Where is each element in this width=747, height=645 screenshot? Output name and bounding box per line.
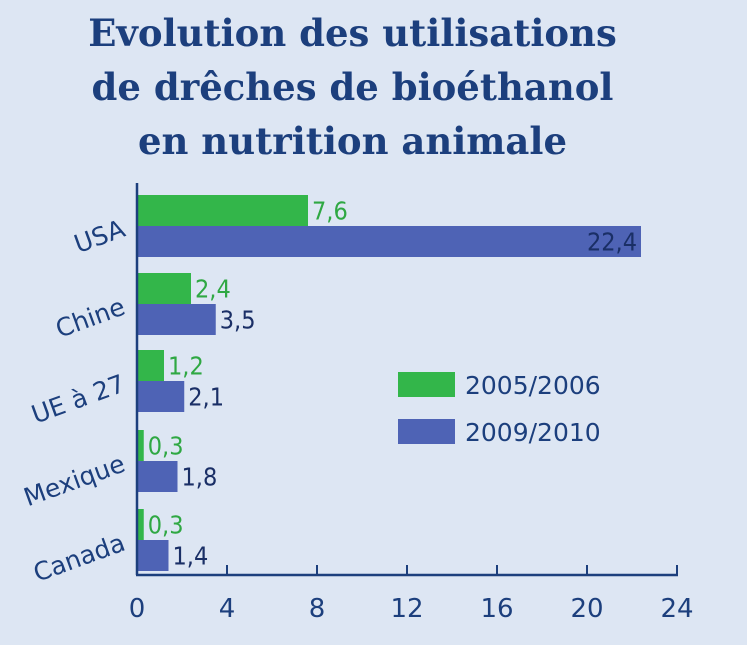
x-tick-label: 12 <box>390 594 423 624</box>
x-tick-label: 4 <box>219 594 236 624</box>
chart-title-line-2: de drêches de bioéthanol <box>91 65 614 109</box>
x-tick-label: 8 <box>309 594 326 624</box>
data-label: 2,4 <box>195 275 231 304</box>
data-label: 1,4 <box>173 542 209 571</box>
bar-series1 <box>137 195 308 226</box>
x-tick-label: 20 <box>570 594 603 624</box>
chart-title: Evolution des utilisations de drêches de… <box>0 6 705 168</box>
bar-series1 <box>137 350 164 381</box>
data-label: 2,1 <box>188 383 224 412</box>
legend-swatch <box>398 419 455 444</box>
data-label: 3,5 <box>220 306 256 335</box>
category-label: UE à 27 <box>28 369 129 429</box>
legend-label: 2005/2006 <box>465 371 601 400</box>
bar-series2 <box>137 461 178 492</box>
bar-series2 <box>137 540 169 571</box>
bar-series2 <box>137 381 185 412</box>
chart-title-line-3: en nutrition animale <box>137 119 568 163</box>
bar-series2 <box>137 304 216 335</box>
category-label: Mexique <box>20 449 129 512</box>
data-label: 0,3 <box>148 511 184 540</box>
legend-swatch <box>398 372 455 397</box>
data-label: 1,2 <box>168 352 204 381</box>
category-label: Canada <box>29 528 128 588</box>
bar-series1 <box>137 273 191 304</box>
x-tick-label: 24 <box>660 594 693 624</box>
category-label: USA <box>70 214 129 259</box>
legend-label: 2009/2010 <box>465 418 601 447</box>
bar-series1 <box>137 509 144 540</box>
category-label: Chine <box>52 292 129 344</box>
bar-series2 <box>137 226 641 257</box>
x-tick-label: 16 <box>480 594 513 624</box>
x-tick-label: 0 <box>129 594 146 624</box>
chart-title-line-1: Evolution des utilisations <box>88 11 617 55</box>
data-label: 0,3 <box>148 432 184 461</box>
bar-series1 <box>137 430 144 461</box>
data-label: 22,4 <box>587 228 637 257</box>
data-label: 1,8 <box>182 463 218 492</box>
data-label: 7,6 <box>312 197 348 226</box>
